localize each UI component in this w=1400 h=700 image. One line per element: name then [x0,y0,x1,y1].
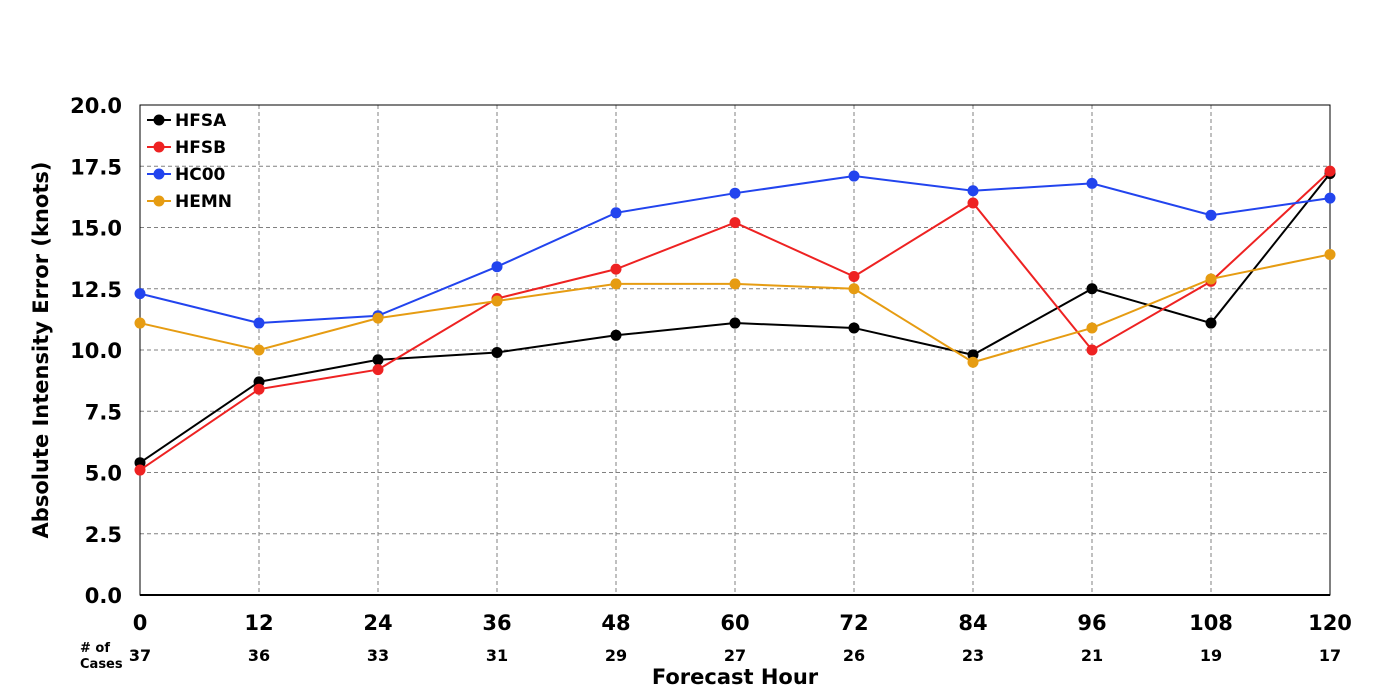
x-tick-label: 24 [363,611,392,635]
case-count: 26 [843,646,865,665]
legend-label: HC00 [175,165,226,185]
series-hc00 [134,170,1336,329]
data-point [134,317,146,329]
data-point [1086,283,1098,295]
x-tick-label: 96 [1077,611,1106,635]
case-count: 36 [248,646,270,665]
legend-entry-hemn: HEMN [147,192,232,212]
case-count: 33 [367,646,389,665]
x-tick-label: 84 [958,611,987,635]
data-point [967,356,979,368]
data-point [729,278,741,290]
case-count: 29 [605,646,627,665]
data-point [610,278,622,290]
axes [139,104,1331,596]
data-point [372,354,384,366]
data-point [848,322,860,334]
data-point [491,346,503,358]
case-count: 19 [1200,646,1222,665]
y-tick-label: 7.5 [85,400,122,424]
x-tick-label: 12 [244,611,273,635]
case-count: 31 [486,646,508,665]
legend-marker [153,141,165,153]
cases-label-line1: # of [80,641,110,656]
data-point [253,383,265,395]
data-point [848,170,860,182]
data-point [1205,273,1217,285]
x-tick-label: 36 [482,611,511,635]
data-point [729,217,741,229]
data-point [491,295,503,307]
tick-labels: 0.0 2.5 5.0 7.5 10.0 12.5 15.0 17.5 20.0 0 12 24 36 4… [70,94,1352,635]
case-count: 37 [129,646,151,665]
grid-lines [140,104,1331,595]
x-tick-label: 48 [601,611,630,635]
data-point [1086,322,1098,334]
data-point [1324,192,1336,204]
data-point [610,263,622,275]
data-point [848,283,860,295]
legend-marker [153,195,165,207]
data-point [1324,248,1336,260]
legend-label: HFSA [175,111,227,131]
y-tick-label: 20.0 [70,94,122,118]
x-tick-label: 72 [839,611,868,635]
data-point [1205,317,1217,329]
legend-label: HEMN [175,192,232,212]
y-tick-label: 15.0 [70,217,122,241]
data-series [134,165,1336,476]
x-tick-label: 120 [1308,611,1352,635]
y-tick-label: 17.5 [70,155,122,179]
legend: HFSA HFSB HC00 HEMN [147,111,232,212]
data-point [1086,177,1098,189]
data-point [1324,165,1336,177]
data-point [134,288,146,300]
data-point [491,261,503,273]
data-point [729,187,741,199]
data-point [967,197,979,209]
x-tick-label: 60 [720,611,749,635]
series-hfsa [134,168,1336,469]
legend-label: HFSB [175,138,226,158]
case-count: 21 [1081,646,1103,665]
y-axis-title: Absolute Intensity Error (knots) [29,162,53,539]
data-point [372,364,384,376]
legend-entry-hc00: HC00 [147,165,226,185]
x-axis-title: Forecast Hour [652,665,819,689]
legend-entry-hfsa: HFSA [147,111,227,131]
data-point [1086,344,1098,356]
x-tick-label: 0 [133,611,148,635]
case-count: 23 [962,646,984,665]
legend-marker [153,168,165,180]
data-point [610,207,622,219]
cases-label-line2: Cases [80,657,123,672]
y-tick-label: 0.0 [85,584,122,608]
data-point [967,185,979,197]
case-count: 27 [724,646,746,665]
data-point [729,317,741,329]
y-tick-label: 12.5 [70,278,122,302]
legend-entry-hfsb: HFSB [147,138,226,158]
data-point [134,464,146,476]
y-tick-label: 10.0 [70,339,122,363]
series-hemn [134,248,1336,368]
data-point [848,271,860,282]
data-point [1205,209,1217,221]
data-point [253,317,265,329]
y-tick-label: 2.5 [85,523,122,547]
case-count: 17 [1319,646,1341,665]
x-tick-label: 108 [1189,611,1233,635]
data-point [610,329,622,341]
y-tick-label: 5.0 [85,462,122,486]
data-point [372,312,384,324]
legend-marker [153,114,165,126]
data-point [253,344,265,356]
